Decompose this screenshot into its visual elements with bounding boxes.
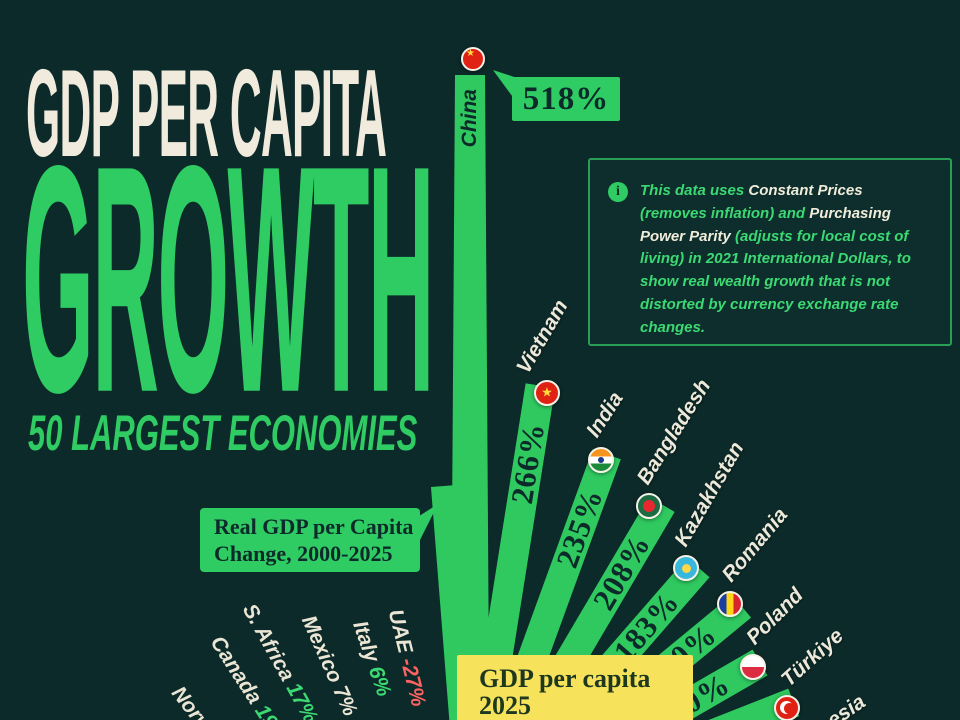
left-label-value: 17% — [281, 678, 323, 720]
bar-value-vietnam: 266% — [503, 420, 552, 507]
methodology-note: i This data uses Constant Prices (remove… — [588, 158, 952, 346]
page-title-line1: GDP PER CAPITA — [26, 45, 387, 183]
callout-tail — [493, 70, 515, 100]
bar-country-label-china: China — [458, 89, 481, 148]
note-segment: Purchasing Power Parity — [640, 204, 891, 245]
left-label-value: -27% — [395, 655, 431, 709]
note-segment: (removes inflation) and — [640, 204, 810, 222]
note-segment: that is not distorted by currency exchan… — [640, 273, 899, 336]
legend-title: GDP per capita 2025 — [479, 664, 651, 720]
info-icon: i — [608, 182, 628, 202]
note-segment: This data uses — [640, 182, 749, 199]
country-label-poland: Poland — [742, 583, 808, 650]
country-label-vietnam: Vietnam — [512, 295, 573, 378]
flag-icon-turkiye — [774, 695, 800, 720]
flag-icon-vietnam — [534, 380, 560, 406]
flag-icon-romania — [717, 591, 743, 617]
country-label-turkiye: Türkiye — [776, 624, 848, 692]
left-label-value: 6% — [363, 663, 396, 700]
china-value: 518% — [522, 80, 610, 117]
left-label-norway: Norway — [166, 682, 232, 720]
left-label-name: Norway — [166, 682, 232, 720]
flag-icon-kazakhstan — [673, 555, 699, 581]
country-label-india: India — [581, 387, 628, 442]
flag-icon-poland — [740, 654, 766, 680]
note-segment: (adjusts for local cost of living) in 20… — [640, 227, 911, 291]
flag-icon-china — [461, 47, 485, 71]
bar-value-india: 235% — [549, 483, 610, 573]
bar-value-bangladesh: 208% — [585, 527, 658, 616]
flag-icon-bangladesh — [636, 493, 662, 519]
country-label-bangladesh: Bangladesh — [632, 375, 716, 489]
left-label-name: Mexico — [296, 612, 350, 692]
note-segment: real wealth growth — [682, 273, 815, 291]
period-line1: Real GDP per Capita — [214, 513, 414, 539]
china-value-callout: 518% — [493, 70, 620, 121]
country-label-romania: Romania — [717, 503, 793, 587]
page-subtitle: 50 LARGEST ECONOMIES — [28, 405, 418, 461]
legend-box: GDP per capita 2025 International Dollar… — [457, 655, 693, 720]
note-segment: Constant Prices — [748, 182, 863, 199]
flag-icon-india — [588, 447, 614, 473]
left-label-name: Italy — [348, 618, 386, 671]
methodology-text: This data uses Constant Prices (removes … — [640, 180, 930, 340]
left-label-name: UAE — [383, 607, 419, 662]
country-label-kazakhstan: Kazakhstan — [670, 437, 749, 551]
period-line2: Change, 2000-2025 — [214, 541, 393, 566]
page-title-line2: GROWTH — [22, 97, 435, 460]
period-callout: Real GDP per Capita Change, 2000-2025 — [200, 504, 438, 572]
